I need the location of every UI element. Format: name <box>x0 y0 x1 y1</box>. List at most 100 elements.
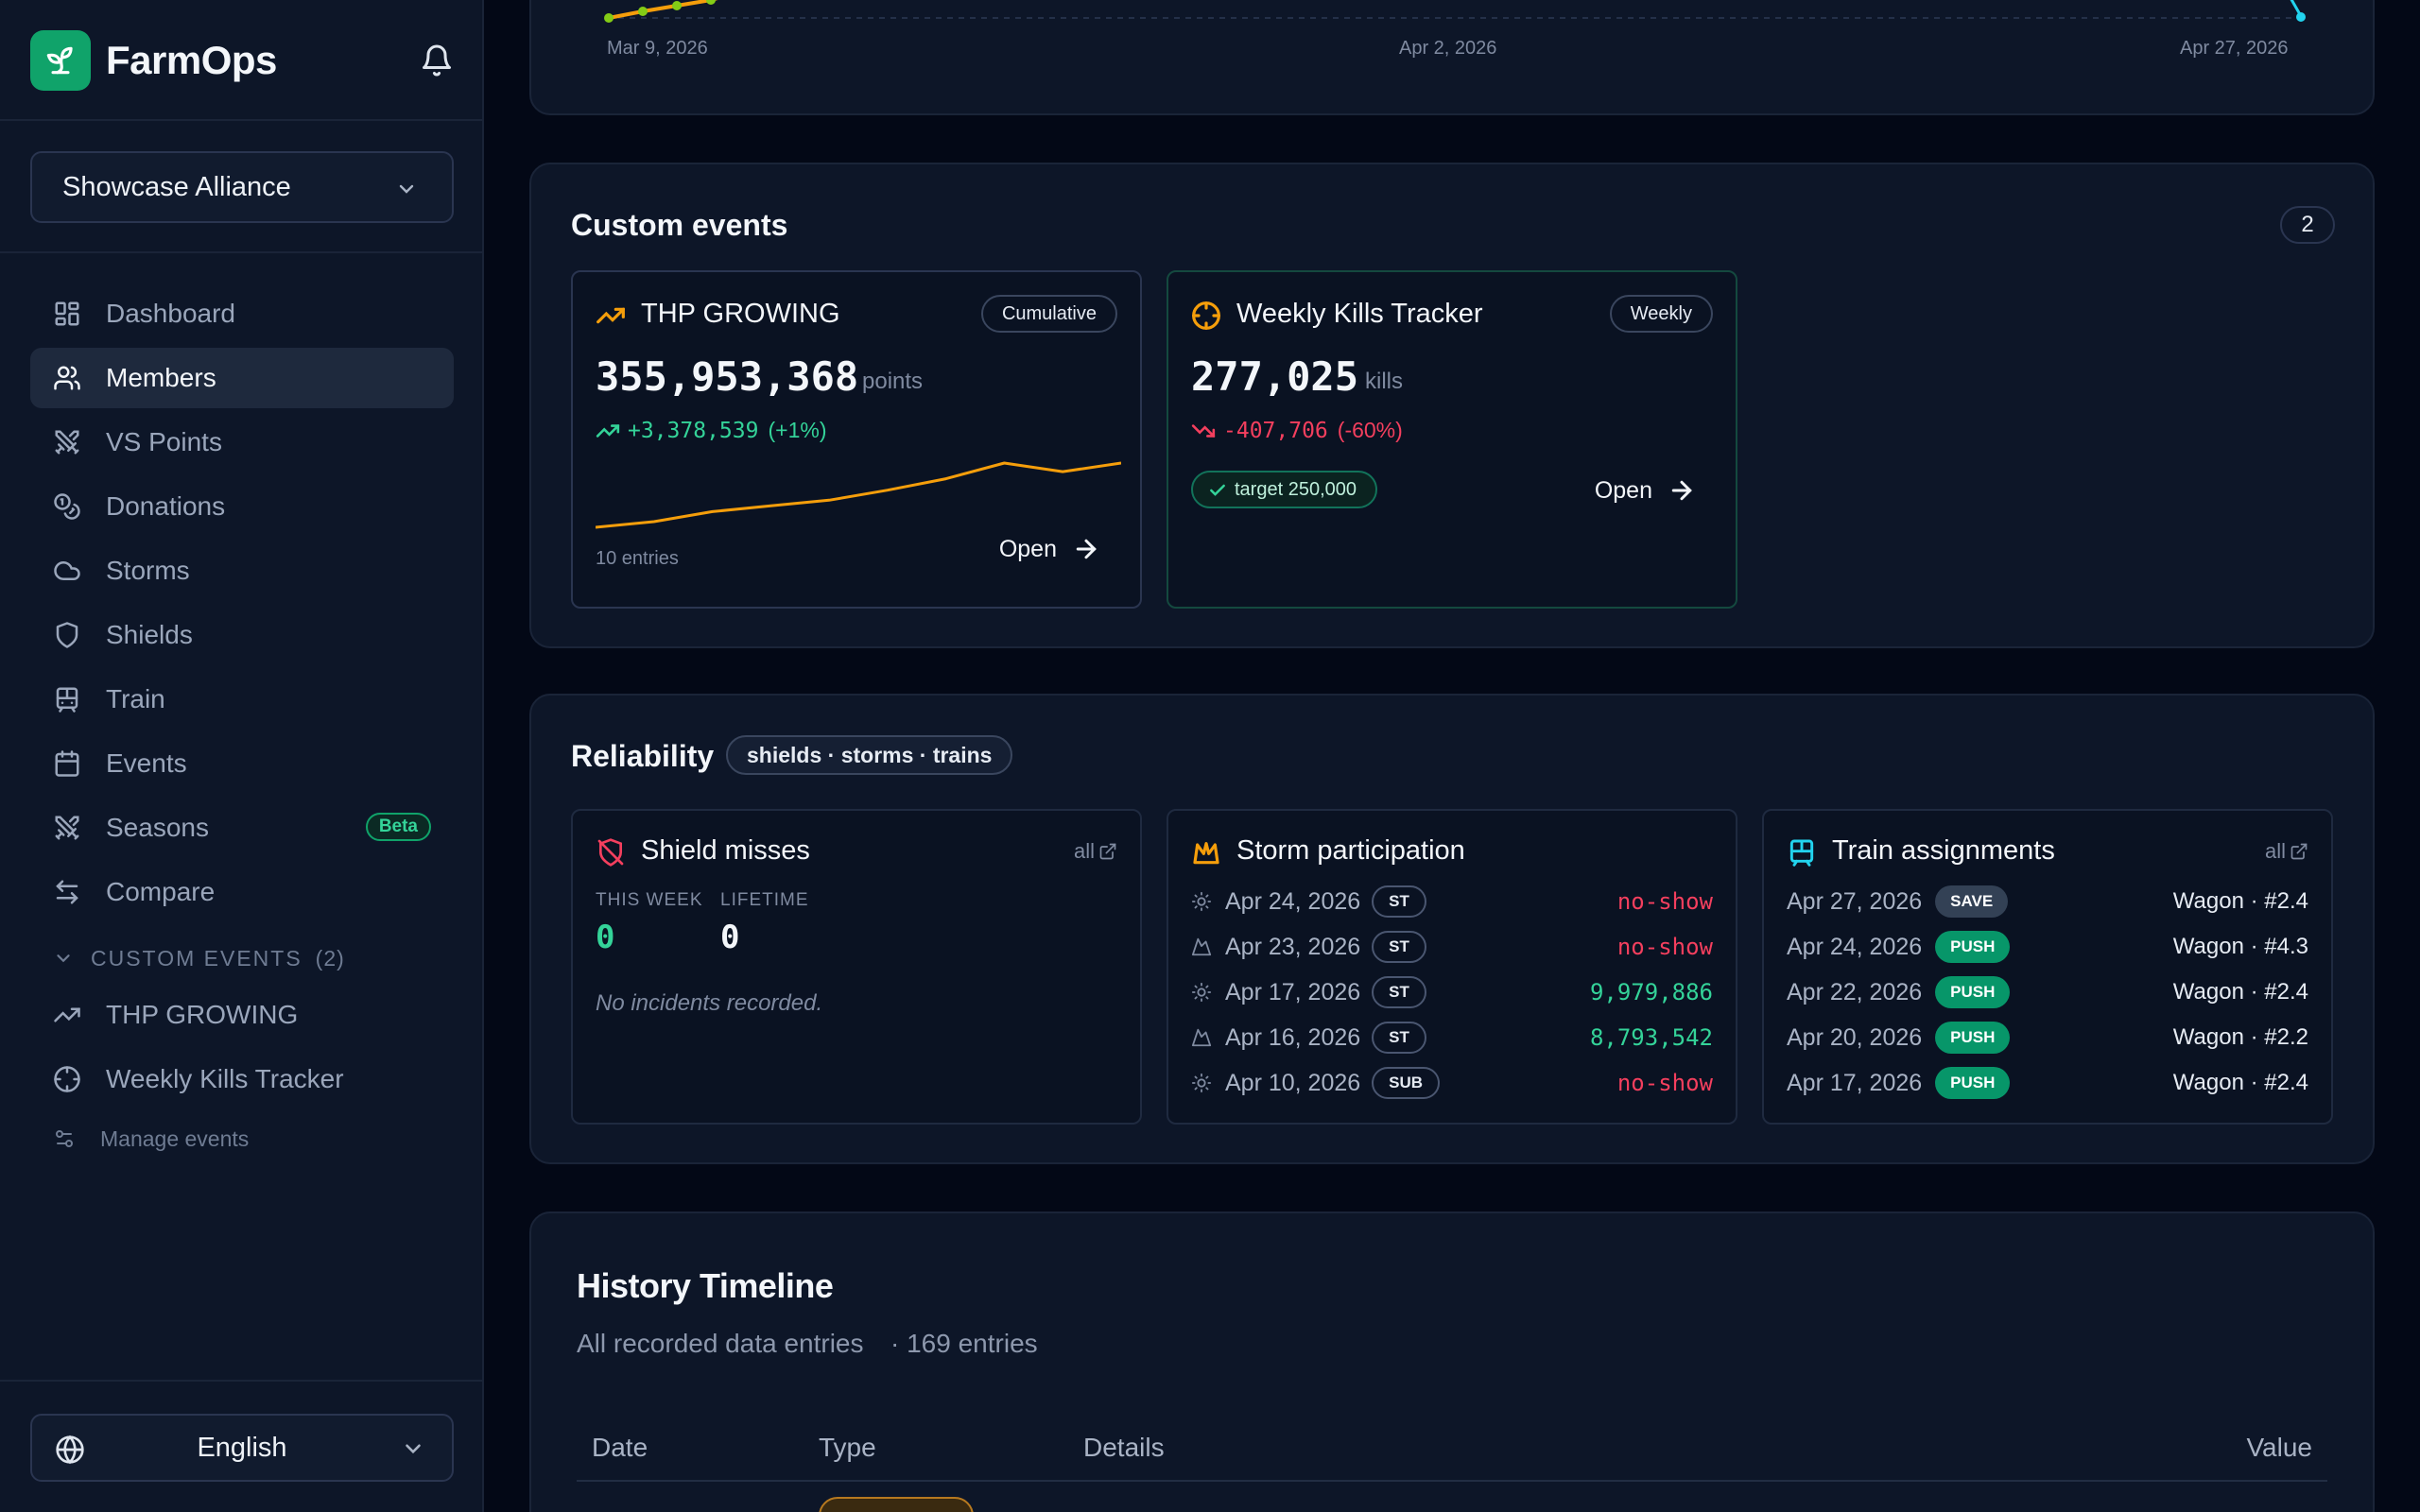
delta-value: -407,706 <box>1223 418 1328 443</box>
event-card-thp-growing[interactable]: THP GROWING Cumulative 355,953,368 point… <box>571 270 1142 609</box>
open-button[interactable]: Open <box>999 535 1100 563</box>
sprout-logo-icon <box>30 30 91 91</box>
nav-label: Donations <box>106 491 226 521</box>
sidebar: FarmOps Showcase Alliance Dashboard Memb… <box>0 0 484 1512</box>
open-label: Open <box>1594 476 1652 504</box>
external-link-icon <box>2290 843 2308 860</box>
train-date: Apr 22, 2026 <box>1787 978 1923 1005</box>
all-label: all <box>1073 839 1095 863</box>
storm-value: no-show <box>1616 1070 1713 1096</box>
train-role-badge: PUSH <box>1935 1067 2011 1099</box>
event-type-badge: Cumulative <box>980 295 1117 333</box>
custom-events-card: Custom events 2 THP GROWING Cumulative 3… <box>529 163 2375 648</box>
open-button[interactable]: Open <box>1595 476 1696 505</box>
train-row[interactable]: Apr 27, 2026 SAVE Wagon · #2.4 <box>1787 879 2308 924</box>
swords-icon <box>55 816 79 840</box>
this-week-value: 0 <box>596 919 615 956</box>
event-card-weekly-kills[interactable]: Weekly Kills Tracker Weekly 277,025 kill… <box>1167 270 1737 609</box>
bell-icon[interactable] <box>420 43 454 77</box>
chevron-down-icon <box>406 1444 421 1454</box>
nav-label: Compare <box>106 877 216 906</box>
crosshair-icon <box>1192 301 1220 330</box>
dashboard-icon <box>55 301 79 326</box>
table-header-divider <box>577 1480 2327 1482</box>
users-icon <box>54 366 80 390</box>
nav-item-vs-points[interactable]: VS Points <box>30 412 454 472</box>
nav-item-seasons[interactable]: Seasons Beta <box>30 798 454 858</box>
nav-item-compare[interactable]: Compare <box>30 862 454 922</box>
column-header-date[interactable]: Date <box>592 1433 648 1462</box>
chart-point <box>604 13 614 23</box>
nav-label: Members <box>106 363 216 392</box>
column-header-value[interactable]: Value <box>2246 1433 2312 1462</box>
train-date: Apr 20, 2026 <box>1787 1023 1923 1051</box>
all-link[interactable]: all <box>1074 839 1117 864</box>
custom-events-section-toggle[interactable]: CUSTOM EVENTS (2) <box>30 932 454 985</box>
language-value: English <box>197 1432 287 1463</box>
storm-value: no-show <box>1616 888 1713 915</box>
divider <box>0 251 484 253</box>
train-row[interactable]: Apr 17, 2026 PUSH Wagon · #2.4 <box>1787 1060 2308 1106</box>
storm-row[interactable]: Apr 16, 2026 ST 8,793,542 <box>1191 1015 1713 1060</box>
train-row[interactable]: Apr 22, 2026 PUSH Wagon · #2.4 <box>1787 970 2308 1015</box>
train-date: Apr 24, 2026 <box>1787 933 1923 960</box>
storm-row[interactable]: Apr 24, 2026 ST no-show <box>1191 879 1713 924</box>
manage-events-label: Manage events <box>100 1125 250 1151</box>
section-count: (2) <box>315 945 345 971</box>
column-header-details[interactable]: Details <box>1083 1433 1165 1462</box>
delta-percent: (-60%) <box>1337 418 1403 442</box>
manage-events-link[interactable]: Manage events <box>30 1113 454 1164</box>
event-value: 277,025 <box>1191 353 1359 400</box>
alliance-select[interactable]: Showcase Alliance <box>30 151 454 223</box>
nav-item-weekly-kills[interactable]: Weekly Kills Tracker <box>30 1049 454 1109</box>
entries-count: 10 entries <box>596 548 679 569</box>
beta-badge: Beta <box>365 813 431 841</box>
all-link[interactable]: all <box>2265 839 2308 864</box>
event-delta: -407,706 (-60%) <box>1191 418 1403 443</box>
trending-up-icon <box>596 423 620 438</box>
nav-item-thp-growing[interactable]: THP GROWING <box>30 985 454 1045</box>
train-wagon: Wagon · #2.2 <box>2172 1024 2308 1050</box>
all-label: all <box>2264 839 2286 863</box>
nav-item-storms[interactable]: Storms <box>30 541 454 601</box>
event-unit: kills <box>1365 369 1403 394</box>
card-title: Shield misses <box>641 835 810 866</box>
train-row[interactable]: Apr 24, 2026 PUSH Wagon · #4.3 <box>1787 924 2308 970</box>
nav-item-train[interactable]: Train <box>30 669 454 730</box>
nav-item-events[interactable]: Events <box>30 733 454 794</box>
calendar-icon <box>55 750 79 777</box>
event-type-badge: Weekly <box>1609 295 1713 333</box>
column-header-type[interactable]: Type <box>819 1433 876 1462</box>
train-row[interactable]: Apr 20, 2026 PUSH Wagon · #2.2 <box>1787 1015 2308 1060</box>
divider <box>0 1380 484 1382</box>
storm-row[interactable]: Apr 17, 2026 ST 9,979,886 <box>1191 970 1713 1015</box>
arrow-right-icon <box>1671 480 1692 501</box>
storm-row[interactable]: Apr 23, 2026 ST no-show <box>1191 924 1713 970</box>
storm-value: 8,793,542 <box>1589 1024 1713 1051</box>
empty-state: No incidents recorded. <box>596 990 823 1016</box>
section-title: History Timeline <box>577 1266 834 1305</box>
x-tick-label: Apr 2, 2026 <box>1399 38 1497 59</box>
storm-type-badge: ST <box>1372 885 1426 918</box>
nav-item-dashboard[interactable]: Dashboard <box>30 284 454 344</box>
nav-label: Weekly Kills Tracker <box>106 1064 344 1093</box>
main-nav: Dashboard Members VS Points Donations St… <box>30 284 454 1164</box>
x-tick-label: Apr 27, 2026 <box>2180 38 2289 59</box>
nav-item-members[interactable]: Members <box>30 348 454 408</box>
crosshair-icon <box>54 1066 80 1092</box>
target-label: target 250,000 <box>1235 479 1357 500</box>
language-select[interactable]: English <box>30 1414 454 1482</box>
nav-item-donations[interactable]: Donations <box>30 476 454 537</box>
storm-row[interactable]: Apr 10, 2026 SUB no-show <box>1191 1060 1713 1106</box>
storm-date: Apr 24, 2026 <box>1225 887 1361 915</box>
trending-up-icon <box>596 307 625 324</box>
train-wagon: Wagon · #2.4 <box>2172 888 2308 914</box>
sliders-icon <box>56 1130 73 1147</box>
nav-item-shields[interactable]: Shields <box>30 605 454 665</box>
delta-percent: (+1%) <box>768 418 827 442</box>
lifetime-value: 0 <box>720 919 740 956</box>
event-delta: +3,378,539 (+1%) <box>596 418 826 443</box>
storm-value: 9,979,886 <box>1589 979 1713 1005</box>
globe-icon <box>56 1435 84 1465</box>
table-row[interactable] <box>577 1497 2327 1512</box>
